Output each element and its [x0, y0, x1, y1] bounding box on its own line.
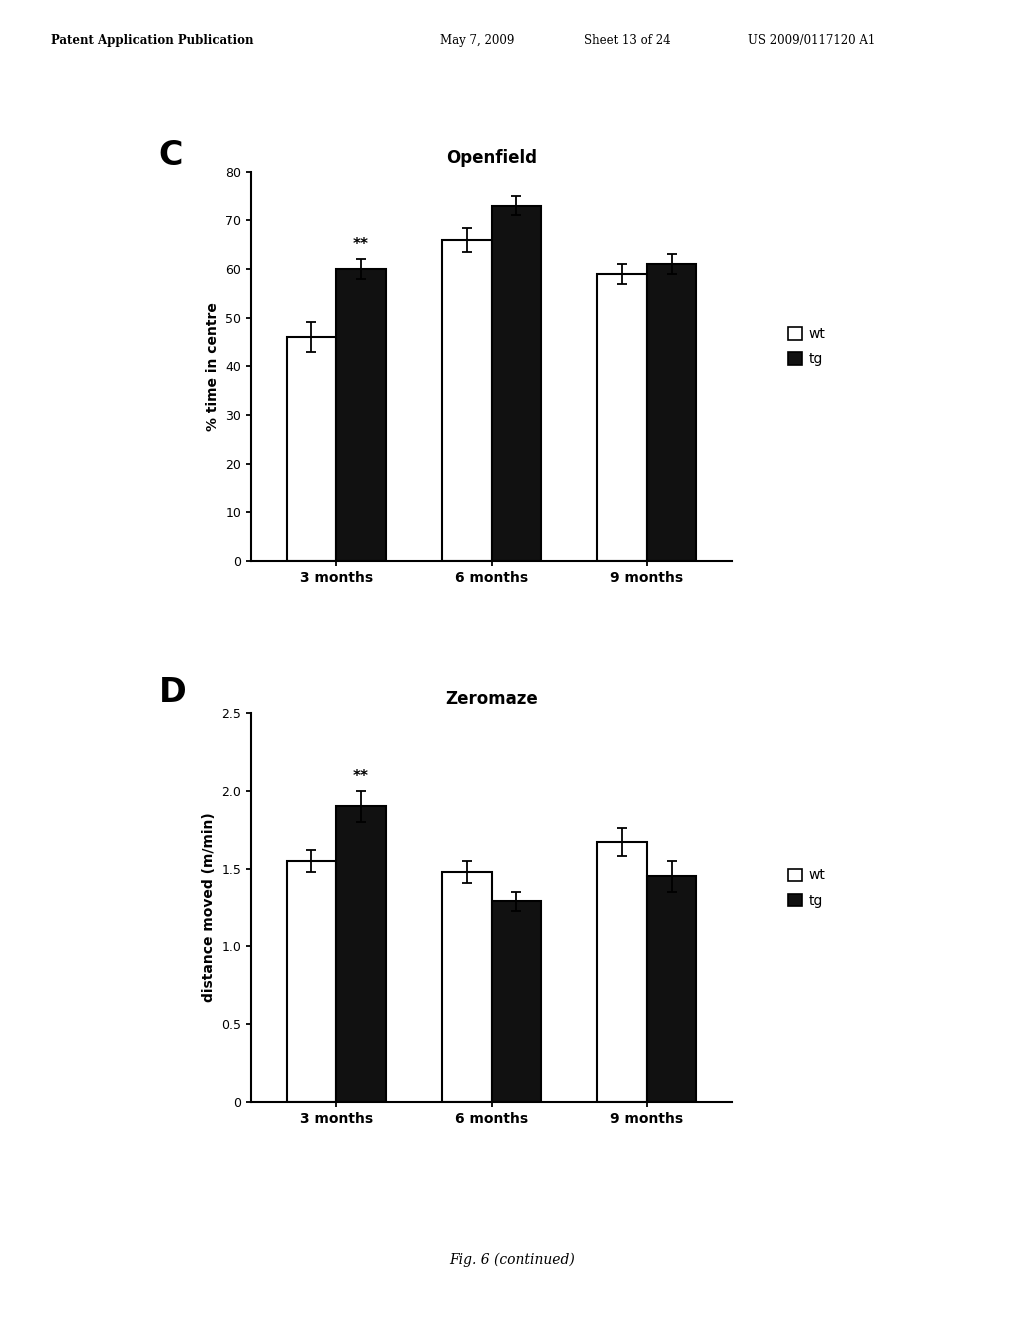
Bar: [441, 240, 492, 561]
Text: US 2009/0117120 A1: US 2009/0117120 A1: [748, 34, 874, 48]
Text: C: C: [159, 139, 183, 172]
Bar: [287, 861, 336, 1102]
Title: Openfield: Openfield: [446, 149, 537, 168]
Bar: [492, 206, 542, 561]
Bar: [336, 269, 386, 561]
Bar: [597, 273, 647, 561]
Text: Patent Application Publication: Patent Application Publication: [51, 34, 254, 48]
Title: Zeromaze: Zeromaze: [445, 690, 538, 709]
Legend: wt, tg: wt, tg: [782, 863, 831, 913]
Bar: [647, 876, 696, 1102]
Text: **: **: [353, 770, 369, 784]
Bar: [647, 264, 696, 561]
Bar: [597, 842, 647, 1102]
Bar: [336, 807, 386, 1102]
Legend: wt, tg: wt, tg: [782, 322, 831, 372]
Y-axis label: distance moved (m/min): distance moved (m/min): [202, 813, 216, 1002]
Text: Sheet 13 of 24: Sheet 13 of 24: [584, 34, 671, 48]
Text: **: **: [353, 236, 369, 252]
Bar: [441, 871, 492, 1102]
Y-axis label: % time in centre: % time in centre: [206, 302, 219, 430]
Bar: [492, 902, 542, 1102]
Text: Fig. 6 (continued): Fig. 6 (continued): [450, 1253, 574, 1267]
Text: May 7, 2009: May 7, 2009: [440, 34, 515, 48]
Bar: [287, 337, 336, 561]
Text: D: D: [159, 676, 186, 709]
